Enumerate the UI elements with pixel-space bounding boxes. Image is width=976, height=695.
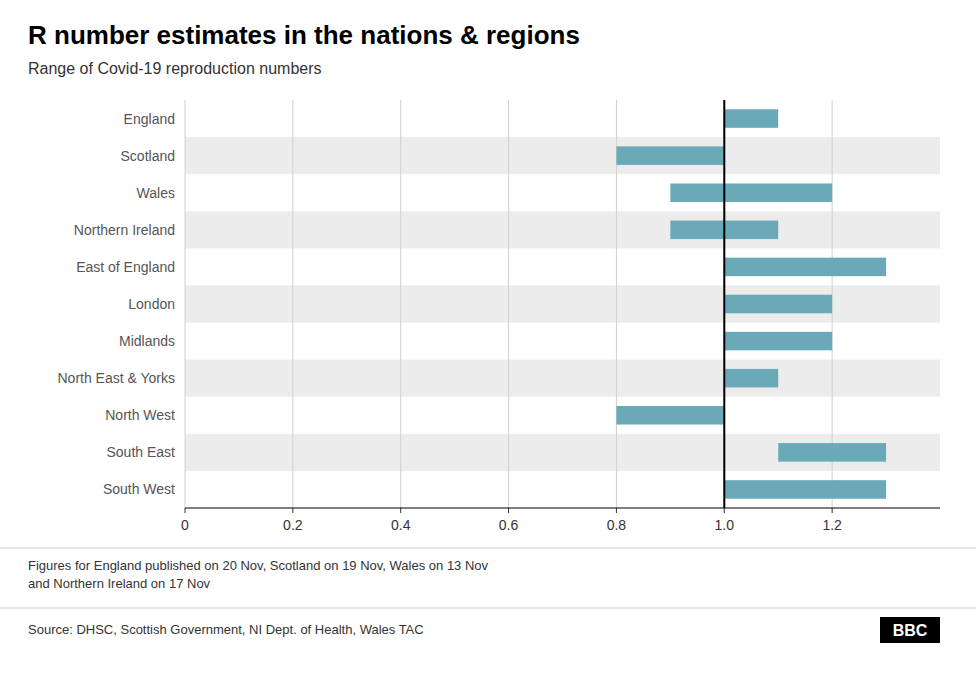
category-label: Midlands [119,333,175,349]
tick-mark [616,508,617,513]
row-stripe [185,285,940,322]
category-label: Northern Ireland [74,222,175,238]
tick-mark [724,508,725,513]
category-label: North West [105,407,175,423]
grid-line [724,100,725,508]
footnote: Figures for England published on 20 Nov,… [28,558,489,591]
range-bar [724,332,832,351]
row-stripe [185,360,940,397]
category-label: Scotland [121,148,175,164]
category-label: Wales [137,185,175,201]
category-label: East of England [76,259,175,275]
tick-label: 1.0 [715,517,735,533]
reference-line [723,100,725,508]
tick-mark [185,508,186,513]
tick-label: 0.8 [607,517,627,533]
row-stripe [185,434,940,471]
tick-mark [508,508,509,513]
logo: BBC [893,622,928,639]
category-label: South East [107,444,176,460]
range-bar [724,258,886,277]
range-bar [616,406,724,425]
range-bar [724,109,778,128]
row-stripe [185,211,940,248]
separator [0,548,976,549]
source: Source: DHSC, Scottish Government, NI De… [28,622,424,637]
range-bar [724,480,886,499]
bars [616,100,886,508]
title: R number estimates in the nations & regi… [28,20,580,50]
tick-mark [400,508,401,513]
plot-area [185,100,940,508]
category-label: London [128,296,175,312]
subtitle: Range of Covid-19 reproduction numbers [28,60,322,77]
tick-mark [292,508,293,513]
range-bar [778,443,886,462]
grid-line [508,100,509,508]
grid-line [292,100,293,508]
x-axis-line [185,507,940,508]
tick-mark [832,508,833,513]
category-label: South West [103,481,175,497]
chart: R number estimates in the nations & regi… [0,0,976,695]
range-bar [670,183,832,202]
tick-label: 0.2 [283,517,303,533]
tick-label: 0.6 [499,517,519,533]
range-bar [616,146,724,165]
range-bar [724,369,778,388]
tick-label: 0 [181,517,189,533]
grid-line [185,100,186,508]
tick-label: 1.2 [822,517,842,533]
background [0,0,976,695]
grid-line [400,100,401,508]
category-label: England [124,111,175,127]
row-stripe [185,137,940,174]
category-label: North East & Yorks [57,370,175,386]
separator [0,608,976,609]
logo-box [880,617,940,643]
tick-label: 0.4 [391,517,411,533]
range-bar [724,295,832,314]
